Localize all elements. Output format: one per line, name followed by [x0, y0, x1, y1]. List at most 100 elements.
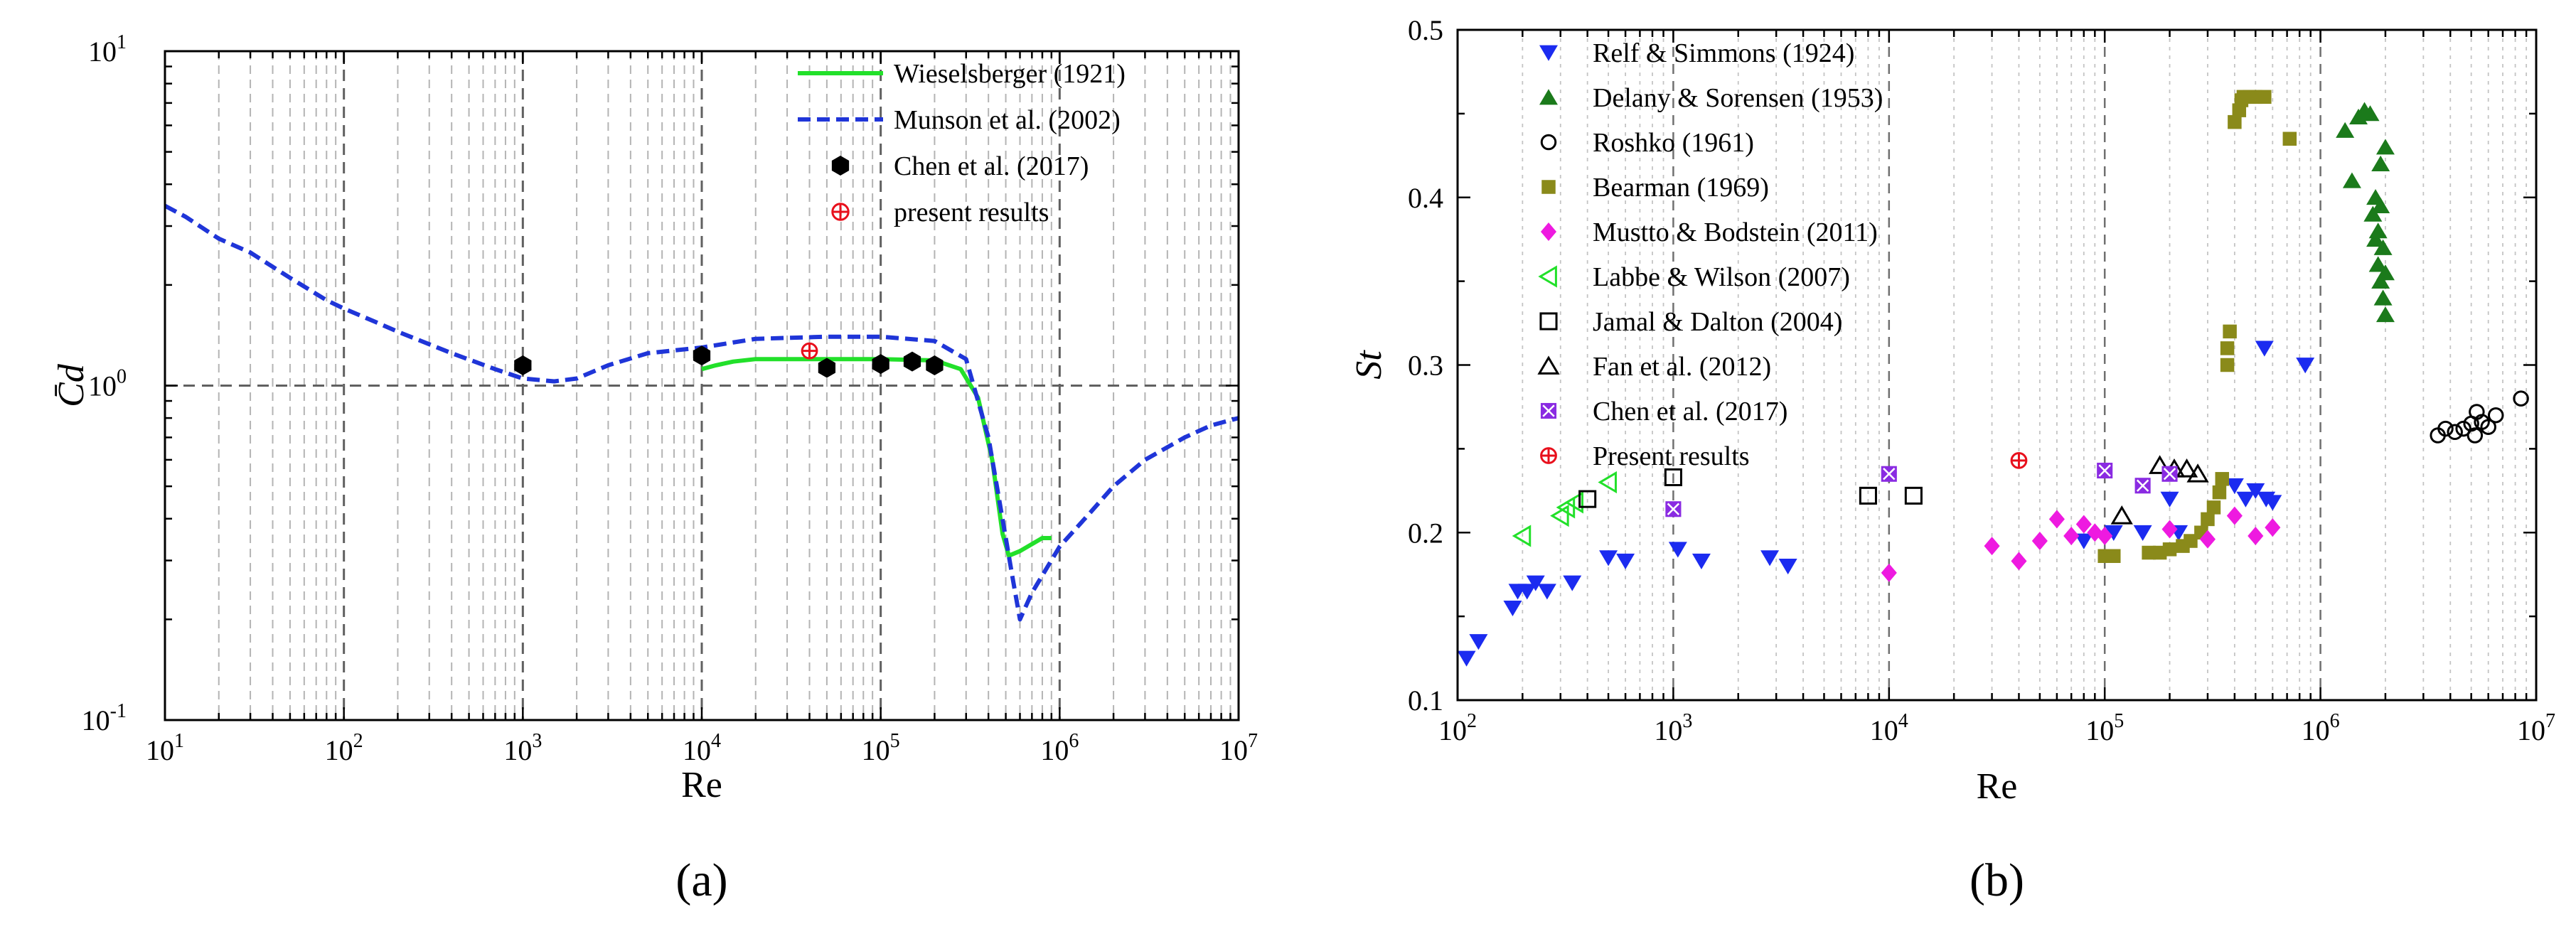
legend-label: Relf & Simmons (1924) [1593, 38, 1854, 68]
panel-b-x-tick-label: 103 [1654, 710, 1692, 746]
data-point-chen-et-al-2017 [514, 355, 532, 375]
legend-item-present-results: Present results [1540, 441, 1750, 471]
panel-a-x-tick-label: 102 [325, 730, 363, 766]
data-point-chen-et-al-2017 [872, 354, 889, 375]
legend-swatch [1539, 45, 1558, 61]
data-point-roshko-1961 [2455, 420, 2471, 437]
legend-swatch [1540, 447, 1557, 464]
data-point-relf-simmons-1924 [1503, 600, 1522, 617]
legend-item-munson-et-al-2002: Munson et al. (2002) [798, 105, 1121, 135]
legend-item-bearman-1969: Bearman (1969) [1541, 173, 1769, 203]
legend-item-jamal-dalton-2004: Jamal & Dalton (2004) [1539, 307, 1842, 337]
data-point-mustto-bodstein-2011 [2011, 552, 2027, 571]
panel-b-x-axis-label: Re [1977, 766, 2018, 807]
data-point-relf-simmons-1924 [1517, 584, 1536, 600]
data-point-delany-sorensen-1953 [2366, 230, 2385, 247]
panel-b-x-tick-label: 106 [2302, 710, 2340, 746]
data-point-relf-simmons-1924 [2255, 340, 2274, 357]
data-point-mustto-bodstein-2011 [2161, 520, 2178, 539]
data-point-roshko-1961 [2467, 427, 2484, 444]
data-point-delany-sorensen-1953 [2342, 172, 2361, 188]
panel-a-y-axis-label: C̄d [51, 363, 92, 407]
panel-a-x-tick-label: 105 [862, 730, 900, 766]
panel-a-grid [165, 51, 1239, 720]
data-point-bearman-1969 [2215, 472, 2230, 486]
series-line-wieselsberger-1921 [701, 357, 1052, 558]
data-point-bearman-1969 [2184, 534, 2198, 548]
panel-a-x-tick-label: 101 [146, 730, 184, 766]
data-point-delany-sorensen-1953 [2371, 155, 2390, 171]
data-point-jamal-dalton-2004 [1904, 486, 1923, 505]
data-point-relf-simmons-1924 [1457, 650, 1476, 667]
data-point-chen-et-al-2017 [926, 355, 944, 375]
panel-b-y-tick-label: 0.3 [1408, 350, 1443, 382]
data-point-mustto-bodstein-2011 [2248, 526, 2264, 545]
legend-label: Fan et al. (2012) [1593, 352, 1771, 382]
panel-a-series [164, 203, 1239, 622]
data-point-roshko-1961 [2447, 424, 2463, 441]
data-point-bearman-1969 [2206, 500, 2221, 515]
data-point-delany-sorensen-1953 [2373, 239, 2393, 255]
data-point-delany-sorensen-1953 [2375, 264, 2395, 281]
legend-swatch [1538, 265, 1557, 288]
data-point-relf-simmons-1924 [2246, 483, 2265, 500]
data-point-chen-et-al-2017 [2161, 466, 2178, 482]
legend-label: Delany & Sorensen (1953) [1593, 83, 1883, 113]
data-point-jamal-dalton-2004 [1859, 486, 1877, 505]
data-point-roshko-1961 [2487, 407, 2504, 424]
data-point-bearman-1969 [2212, 485, 2227, 500]
data-point-relf-simmons-1924 [2104, 525, 2123, 541]
data-point-bearman-1969 [2201, 512, 2215, 527]
panel-b-y-tick-label: 0.1 [1408, 685, 1443, 716]
panel-a-plot-frame [164, 50, 1240, 721]
data-point-chen-et-al-2017 [2097, 462, 2113, 479]
data-point-delany-sorensen-1953 [2336, 122, 2355, 138]
legend-swatch [831, 156, 850, 176]
panel-a-y-tick-label: 10-1 [82, 700, 127, 736]
panel-b-plot-frame [1456, 28, 2538, 702]
data-point-bearman-1969 [2162, 542, 2177, 557]
data-point-fan-et-al-2012 [2175, 458, 2198, 478]
data-point-jamal-dalton-2004 [1664, 468, 1682, 487]
legend-label: Labbe & Wilson (2007) [1593, 262, 1850, 292]
data-point-bearman-1969 [2257, 90, 2272, 104]
legend-item-relf-simmons-1924: Relf & Simmons (1924) [1539, 38, 1854, 68]
legend-label: Bearman (1969) [1593, 173, 1769, 203]
legend-item-present-results: present results [831, 198, 1049, 227]
legend-item-roshko-1961: Roshko (1961) [1540, 128, 1754, 158]
series-line-munson-et-al-2002 [164, 203, 1239, 622]
data-point-chen-et-al-2017 [2134, 478, 2151, 494]
data-point-roshko-1961 [2513, 390, 2529, 407]
data-point-fan-et-al-2012 [2186, 463, 2209, 483]
data-point-delany-sorensen-1953 [2371, 272, 2390, 289]
data-point-relf-simmons-1924 [2074, 533, 2093, 549]
panel-b-y-tick-label: 0.2 [1408, 517, 1443, 549]
legend-swatch [1541, 180, 1556, 194]
panel-a-legend: Wieselsberger (1921) Munson et al. (2002)… [798, 59, 1126, 227]
data-point-relf-simmons-1924 [2225, 478, 2244, 494]
data-point-labbe-wilson-2007 [1550, 505, 1569, 527]
data-point-chen-et-al-2017 [1665, 501, 1682, 517]
data-point-bearman-1969 [2107, 549, 2121, 564]
data-point-mustto-bodstein-2011 [2075, 515, 2092, 534]
data-point-relf-simmons-1924 [1469, 634, 1488, 650]
data-point-delany-sorensen-1953 [2363, 205, 2383, 222]
data-point-mustto-bodstein-2011 [2087, 523, 2103, 542]
legend-swatch [1537, 355, 1560, 375]
panel-a-chart: 101 102 103 104 105 106 107 10-1 100 101 Wieselsb… [51, 31, 1258, 906]
legend-swatch [831, 203, 850, 221]
data-point-bearman-1969 [2220, 358, 2235, 372]
data-point-chen-et-al-2017 [818, 358, 836, 378]
panel-b-ticks: 102 103 104 105 106 107 0.1 0.2 0.3 0.4 0.5 [1408, 14, 2555, 746]
data-point-relf-simmons-1924 [2263, 495, 2282, 511]
panel-b-y-tick-label: 0.5 [1408, 14, 1443, 46]
legend-item-delany-sorensen-1953: Delany & Sorensen (1953) [1539, 83, 1883, 113]
data-point-delany-sorensen-1953 [2368, 256, 2388, 272]
legend-label: Wieselsberger (1921) [894, 59, 1126, 89]
panel-b-x-tick-label: 107 [2517, 710, 2555, 746]
data-point-mustto-bodstein-2011 [2265, 518, 2281, 537]
data-point-chen-et-al-2017 [1881, 466, 1897, 482]
data-point-labbe-wilson-2007 [1564, 491, 1583, 514]
data-point-delany-sorensen-1953 [2375, 306, 2395, 323]
